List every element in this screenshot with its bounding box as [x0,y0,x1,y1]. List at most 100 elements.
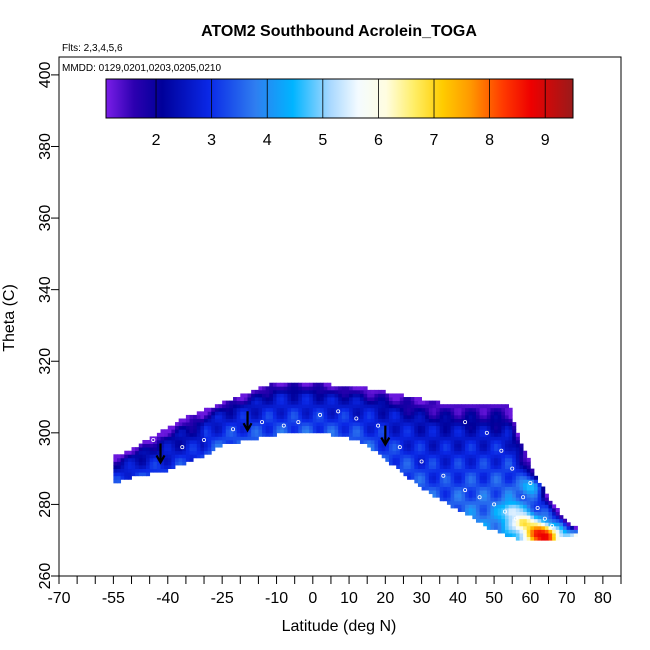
heatmap-cell [236,436,241,441]
heatmap-cell [341,397,346,402]
heatmap-cell [258,414,263,419]
heatmap-cell [446,429,451,434]
down-arrow-marker [155,443,166,465]
heatmap-cell [349,418,354,423]
heatmap-cell [494,507,499,512]
heatmap-cell [504,454,509,459]
heatmap-cell [541,515,546,520]
heatmap-cell [494,468,499,473]
heatmap-cell [501,511,506,516]
heatmap-cell [367,443,372,448]
heatmap-cell [229,400,234,405]
heatmap-cell [320,393,325,398]
heatmap-cell [294,400,299,405]
heatmap-cell [207,432,212,437]
heatmap-cell [428,400,433,405]
heatmap-cell [149,443,154,448]
sample-point [397,445,402,450]
heatmap-cell [175,454,180,459]
heatmap-cell [225,404,230,409]
heatmap-cell [294,382,299,387]
heatmap-cell [439,436,444,441]
heatmap-cell [381,422,386,427]
heatmap-cell [399,411,404,416]
heatmap-cell [436,439,441,444]
heatmap-cell [258,389,263,394]
heatmap-cell [508,439,513,444]
heatmap-cell [229,429,234,434]
heatmap-cell [146,465,151,470]
heatmap-cell [436,425,441,430]
heatmap-cell [475,414,480,419]
heatmap-cell [479,482,484,487]
heatmap-cell [403,418,408,423]
heatmap-cell [490,468,495,473]
heatmap-cell [465,479,470,484]
heatmap-cell [330,411,335,416]
heatmap-cell [291,404,296,409]
heatmap-cell [160,468,165,473]
heatmap-cell [305,382,310,387]
heatmap-cell [541,536,546,541]
heatmap-cell [385,425,390,430]
heatmap-cell [407,468,412,473]
heatmap-cell [425,472,430,477]
heatmap-cell [385,432,390,437]
heatmap-cell [504,429,509,434]
heatmap-cell [240,418,245,423]
heatmap-cell [146,457,151,462]
heatmap-cell [486,468,491,473]
heatmap-cell [160,447,165,452]
heatmap-cell [486,515,491,520]
heatmap-cell [222,400,227,405]
heatmap-cell [494,515,499,520]
heatmap-cell [483,493,488,498]
heatmap-cell [193,443,198,448]
heatmap-cell [218,404,223,409]
heatmap-cell [265,414,270,419]
heatmap-cell [218,443,223,448]
heatmap-cell [570,533,575,538]
heatmap-cell [515,511,520,516]
heatmap-cell [472,490,477,495]
heatmap-cell [410,472,415,477]
heatmap-cell [185,414,190,419]
arrow-markers [155,411,391,465]
heatmap-cell [432,447,437,452]
heatmap-cell [156,454,161,459]
heatmap-cell [327,418,332,423]
heatmap-cell [258,393,263,398]
heatmap-cell [544,536,549,541]
heatmap-cell [305,418,310,423]
heatmap-cell [508,457,513,462]
heatmap-cell [548,507,553,512]
heatmap-cell [233,404,238,409]
heatmap-cell [436,482,441,487]
heatmap-cell [356,393,361,398]
sample-point [260,420,265,425]
heatmap-cell [265,432,270,437]
heatmap-cell [381,397,386,402]
heatmap-cell [392,411,397,416]
heatmap-cell [515,436,520,441]
heatmap-cell [428,414,433,419]
heatmap-cell [225,418,230,423]
heatmap-cell [301,397,306,402]
heatmap-cell [403,397,408,402]
heatmap-cell [385,436,390,441]
heatmap-cell [494,457,499,462]
heatmap-cell [519,447,524,452]
dates-note: MMDD: 0129,0201,0203,0205,0210 [62,63,221,74]
heatmap-cell [269,397,274,402]
heatmap-cell [185,436,190,441]
heatmap-cell [338,418,343,423]
heatmap-cell [164,457,169,462]
heatmap-cell [461,425,466,430]
heatmap-cell [381,407,386,412]
heatmap-cell [243,407,248,412]
heatmap-cell [443,429,448,434]
heatmap-cell [479,486,484,491]
heatmap-cell [338,432,343,437]
heatmap-cell [526,461,531,466]
heatmap-cell [541,486,546,491]
